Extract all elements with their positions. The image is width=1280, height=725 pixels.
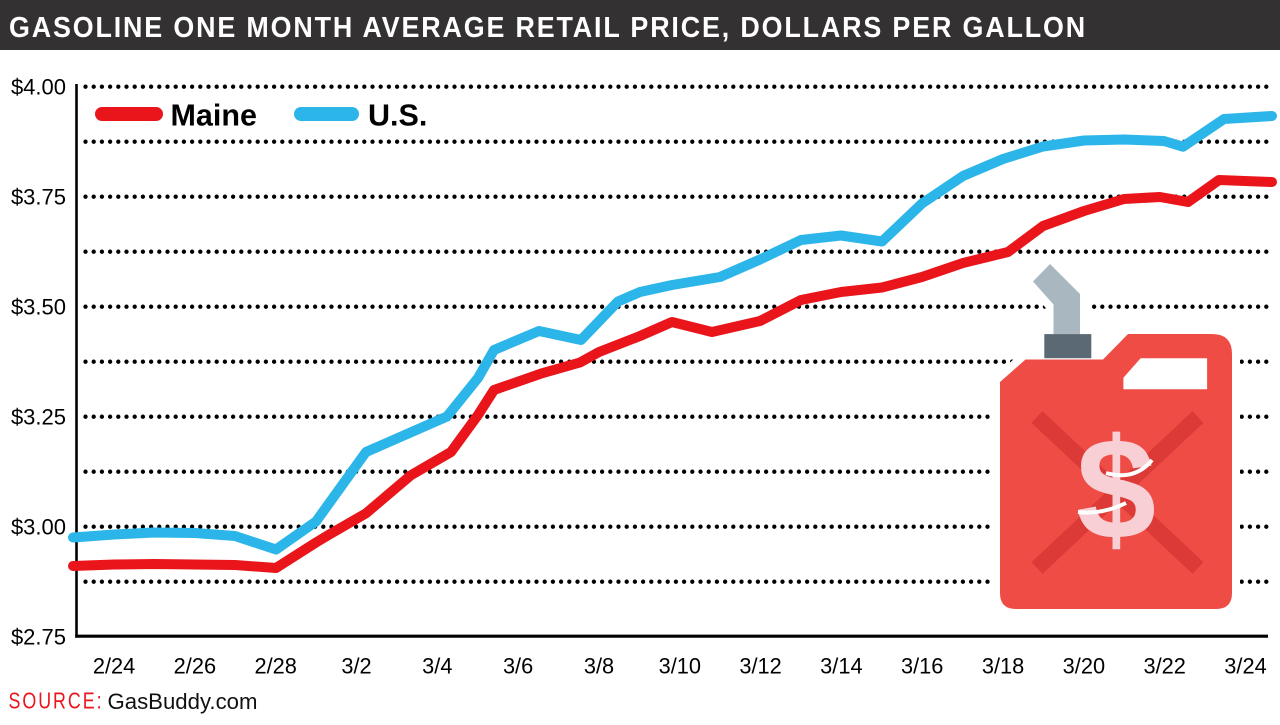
- svg-text:3/2: 3/2: [341, 654, 371, 679]
- svg-text:3/16: 3/16: [901, 654, 943, 679]
- svg-text:3/14: 3/14: [820, 654, 862, 679]
- svg-text:3/4: 3/4: [422, 654, 452, 679]
- svg-text:2/26: 2/26: [174, 654, 216, 679]
- svg-text:$2.75: $2.75: [11, 624, 66, 649]
- svg-text:3/22: 3/22: [1143, 654, 1185, 679]
- svg-text:3/18: 3/18: [982, 654, 1024, 679]
- svg-text:3/24: 3/24: [1224, 654, 1266, 679]
- svg-text:3/20: 3/20: [1063, 654, 1105, 679]
- svg-text:$3.50: $3.50: [11, 295, 66, 320]
- svg-text:$: $: [1076, 409, 1156, 570]
- svg-text:$3.00: $3.00: [11, 515, 66, 540]
- svg-text:$3.75: $3.75: [11, 185, 66, 210]
- svg-text:U.S.: U.S.: [368, 99, 427, 133]
- svg-text:3/10: 3/10: [659, 654, 701, 679]
- svg-text:Maine: Maine: [171, 99, 257, 133]
- svg-text:SOURCE:: SOURCE:: [9, 688, 104, 714]
- svg-text:3/6: 3/6: [503, 654, 533, 679]
- svg-text:$3.25: $3.25: [11, 405, 66, 430]
- svg-text:GasBuddy.com: GasBuddy.com: [108, 689, 258, 714]
- svg-text:GASOLINE ONE MONTH AVERAGE RET: GASOLINE ONE MONTH AVERAGE RETAIL PRICE,…: [9, 12, 1087, 44]
- svg-text:$4.00: $4.00: [11, 75, 66, 100]
- svg-text:2/24: 2/24: [93, 654, 135, 679]
- svg-text:2/28: 2/28: [254, 654, 296, 679]
- svg-text:3/12: 3/12: [739, 654, 781, 679]
- svg-text:3/8: 3/8: [584, 654, 614, 679]
